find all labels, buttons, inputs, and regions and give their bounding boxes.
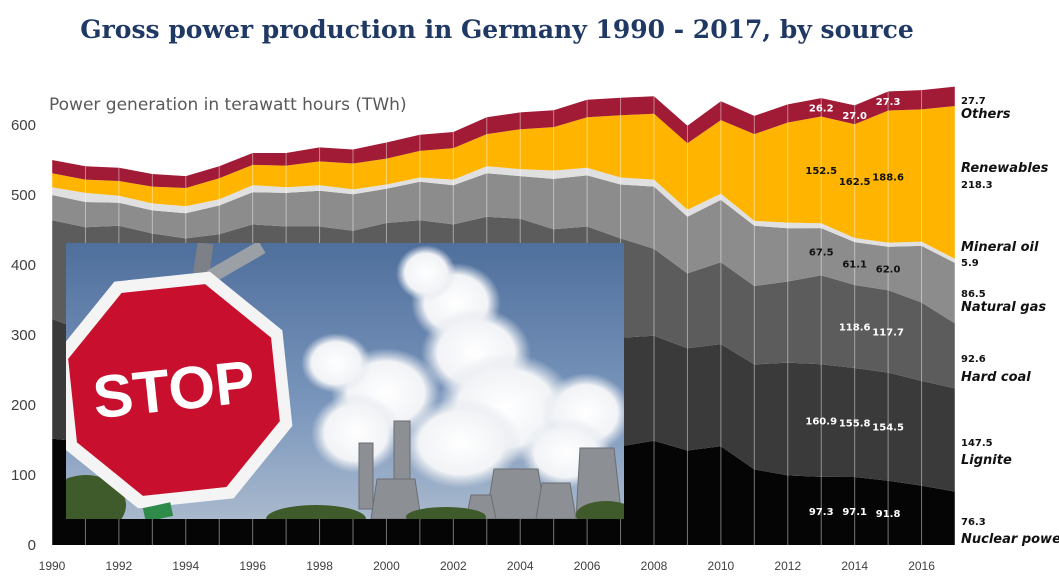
data-label: 188.6	[872, 173, 904, 184]
series-label-others: Others	[961, 107, 1011, 122]
x-tick-label: 2010	[708, 559, 735, 573]
data-label: 26.2	[809, 103, 834, 114]
area-natural-gas	[52, 173, 955, 324]
stop-sign-icon: STOP	[66, 271, 293, 509]
end-value-lignite: 147.5	[961, 438, 993, 449]
end-value-mineral-oil: 5.9	[961, 258, 979, 269]
series-label-natural-gas: Natural gas	[961, 300, 1046, 315]
data-label: 97.3	[809, 507, 834, 518]
y-tick-label: 500	[11, 187, 36, 204]
area-renewables	[52, 106, 955, 259]
x-tick-label: 1996	[239, 559, 266, 573]
x-tick-label: 1998	[306, 559, 333, 573]
y-tick-label: 300	[11, 327, 36, 344]
trees-icon	[66, 475, 624, 519]
data-label: 27.3	[876, 97, 901, 108]
y-tick-label: 200	[11, 397, 36, 414]
x-tick-label: 1990	[39, 559, 66, 573]
chart-title: Gross power production in Germany 1990 -…	[80, 15, 913, 44]
area-mineral-oil	[52, 166, 955, 263]
series-label-lignite: Lignite	[961, 453, 1012, 468]
end-value-natural-gas: 86.5	[961, 289, 986, 300]
y-tick-label: 100	[11, 467, 36, 484]
series-labels: 76.3 Nuclear power 147.5 Lignite 92.6 Hard co…	[961, 96, 1059, 547]
x-tick-label: 2012	[774, 559, 801, 573]
end-value-hard-coal: 92.6	[961, 354, 986, 365]
data-label: 154.5	[872, 423, 904, 434]
y-axis: 0 100 200 300 400 500 600	[11, 117, 36, 554]
y-tick-label: 0	[28, 537, 36, 554]
y-axis-label: Power generation in terawatt hours (TWh)	[49, 95, 407, 115]
y-tick-label: 600	[11, 117, 36, 134]
end-value-nuclear-power: 76.3	[961, 517, 986, 528]
series-label-hard-coal: Hard coal	[961, 370, 1031, 385]
data-label: 118.6	[839, 322, 871, 333]
x-tick-label: 2008	[641, 559, 668, 573]
cooling-towers-icon	[358, 420, 623, 519]
data-label: 152.5	[805, 166, 837, 177]
series-label-nuclear-power: Nuclear power	[961, 532, 1059, 547]
data-label: 155.8	[839, 419, 871, 430]
data-label: 27.0	[842, 111, 867, 122]
x-tick-label: 2014	[841, 559, 868, 573]
y-tick-label: 400	[11, 257, 36, 274]
x-tick-label: 1992	[106, 559, 133, 573]
x-tick-label: 2006	[574, 559, 601, 573]
x-tick-label: 2016	[908, 559, 935, 573]
data-label: 91.8	[876, 509, 901, 520]
series-label-renewables: Renewables	[961, 161, 1049, 176]
x-tick-label: 1994	[172, 559, 199, 573]
data-label: 61.1	[842, 260, 867, 271]
data-label: 160.9	[805, 417, 837, 428]
data-label: 62.0	[876, 265, 901, 276]
steam-clouds-icon	[301, 245, 624, 488]
area-others	[52, 86, 955, 188]
data-label: 162.5	[839, 177, 871, 188]
x-tick-label: 2002	[440, 559, 467, 573]
end-value-others: 27.7	[961, 96, 986, 107]
x-tick-label: 2004	[507, 559, 534, 573]
x-axis: 1990 1992 1994 1996 1998 2000 2002 2004 2006 2008…	[39, 559, 936, 573]
data-label: 97.1	[842, 507, 867, 518]
data-label: 117.7	[872, 327, 904, 338]
data-label: 67.5	[809, 248, 834, 259]
x-tick-label: 2000	[373, 559, 400, 573]
stop-sign-photo: STOP	[66, 243, 624, 519]
series-label-mineral-oil: Mineral oil	[961, 240, 1039, 255]
end-value-renewables: 218.3	[961, 180, 993, 191]
